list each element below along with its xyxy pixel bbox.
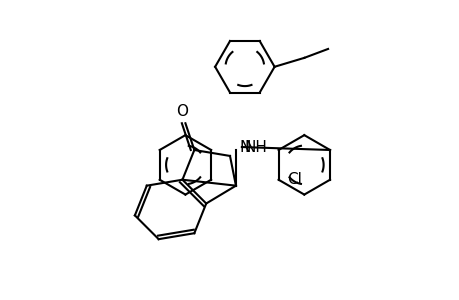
Text: NH: NH (244, 140, 267, 154)
Text: N: N (239, 140, 250, 154)
Text: O: O (176, 104, 188, 119)
Text: Cl: Cl (287, 172, 302, 187)
